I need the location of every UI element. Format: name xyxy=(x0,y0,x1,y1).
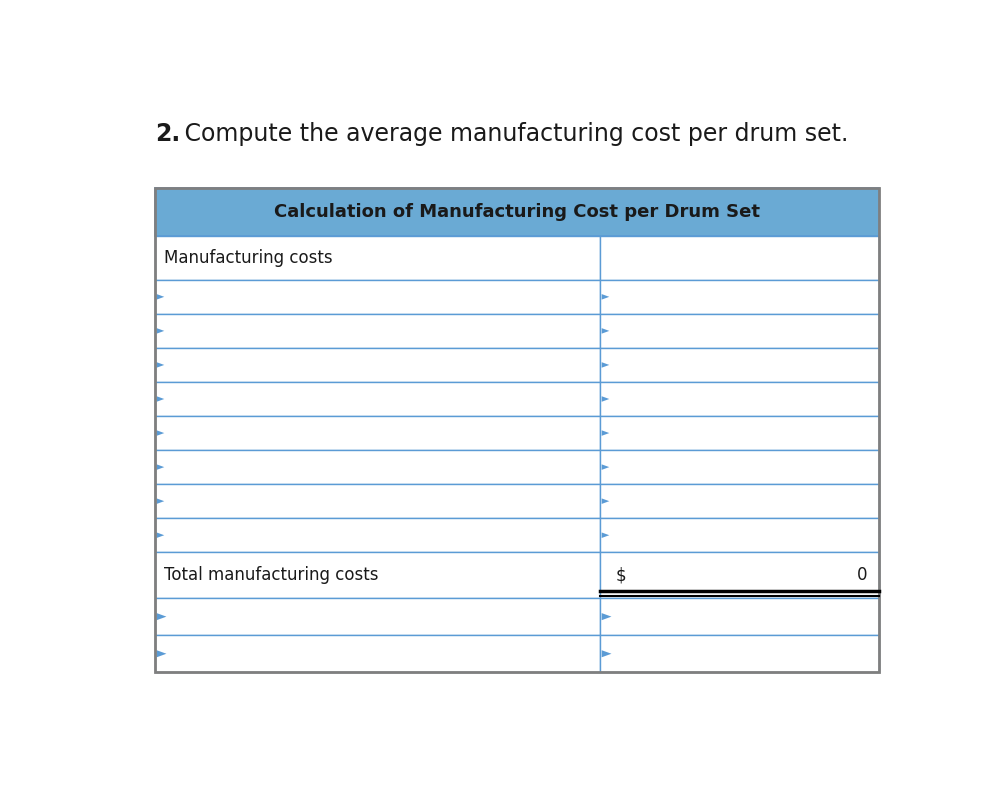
Text: Calculation of Manufacturing Cost per Drum Set: Calculation of Manufacturing Cost per Dr… xyxy=(274,203,759,221)
Text: Total manufacturing costs: Total manufacturing costs xyxy=(164,566,378,584)
Polygon shape xyxy=(154,518,600,553)
Polygon shape xyxy=(156,362,164,368)
Polygon shape xyxy=(156,532,164,538)
Polygon shape xyxy=(600,314,878,348)
Text: Manufacturing costs: Manufacturing costs xyxy=(164,249,333,267)
Polygon shape xyxy=(600,280,878,314)
Polygon shape xyxy=(601,532,609,538)
Polygon shape xyxy=(156,613,166,620)
Polygon shape xyxy=(154,236,600,280)
Polygon shape xyxy=(600,348,878,382)
Polygon shape xyxy=(600,635,878,672)
Text: 2.: 2. xyxy=(154,122,181,145)
Polygon shape xyxy=(600,484,878,518)
Polygon shape xyxy=(156,465,164,470)
Polygon shape xyxy=(601,465,609,470)
Text: Compute the average manufacturing cost per drum set.: Compute the average manufacturing cost p… xyxy=(177,122,848,145)
Polygon shape xyxy=(154,553,600,598)
Polygon shape xyxy=(600,416,878,450)
Polygon shape xyxy=(601,294,609,299)
Polygon shape xyxy=(156,328,164,333)
Polygon shape xyxy=(154,188,878,236)
Polygon shape xyxy=(154,484,600,518)
Polygon shape xyxy=(600,236,878,280)
Polygon shape xyxy=(154,314,600,348)
Polygon shape xyxy=(156,294,164,299)
Polygon shape xyxy=(154,280,600,314)
Polygon shape xyxy=(600,553,878,598)
Polygon shape xyxy=(601,498,609,504)
Text: $: $ xyxy=(615,566,626,584)
Polygon shape xyxy=(601,362,609,368)
Polygon shape xyxy=(154,416,600,450)
Polygon shape xyxy=(156,650,166,657)
Text: 0: 0 xyxy=(856,566,867,584)
Polygon shape xyxy=(601,430,609,435)
Polygon shape xyxy=(601,613,611,620)
Polygon shape xyxy=(600,382,878,416)
Polygon shape xyxy=(154,635,600,672)
Polygon shape xyxy=(156,430,164,435)
Polygon shape xyxy=(156,498,164,504)
Polygon shape xyxy=(601,396,609,402)
Polygon shape xyxy=(156,396,164,402)
Polygon shape xyxy=(601,328,609,333)
Polygon shape xyxy=(601,650,611,657)
Polygon shape xyxy=(154,382,600,416)
Polygon shape xyxy=(154,348,600,382)
Polygon shape xyxy=(154,450,600,484)
Polygon shape xyxy=(600,518,878,553)
Polygon shape xyxy=(154,598,600,635)
Polygon shape xyxy=(600,598,878,635)
Polygon shape xyxy=(600,450,878,484)
